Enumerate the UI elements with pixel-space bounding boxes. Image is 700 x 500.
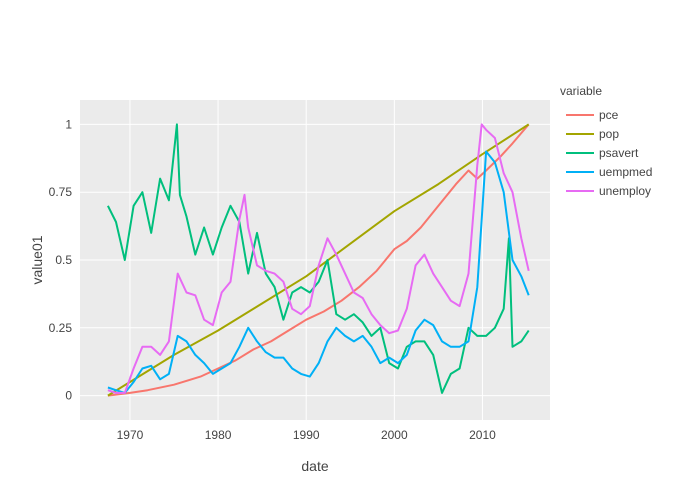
legend-label-unemploy[interactable]: unemploy: [599, 184, 651, 198]
series-line-pop: [107, 123, 530, 397]
x-tick-label: 1970: [117, 428, 144, 442]
series-line-unemploy: [107, 123, 530, 394]
legend: variable pce pop psavert uempmed unemploy: [560, 84, 652, 198]
legend-label-pce[interactable]: pce: [599, 108, 619, 122]
legend-title: variable: [560, 84, 602, 98]
y-tick-label: 1: [65, 117, 72, 131]
y-tick-label: 0: [65, 389, 72, 403]
y-tick-label: 0.25: [49, 321, 73, 335]
x-tick-label: 2000: [381, 428, 408, 442]
series-line-psavert: [107, 123, 530, 394]
y-tick-label: 0.75: [49, 185, 73, 199]
x-tick-label: 2010: [469, 428, 496, 442]
x-tick-label: 1990: [293, 428, 320, 442]
legend-label-pop[interactable]: pop: [599, 127, 619, 141]
series-line-uempmed: [107, 150, 530, 394]
x-axis-title: date: [301, 458, 328, 474]
legend-label-psavert[interactable]: psavert: [599, 146, 639, 160]
x-tick-label: 1980: [205, 428, 232, 442]
y-tick-label: 0.5: [55, 253, 72, 267]
legend-label-uempmed[interactable]: uempmed: [599, 165, 652, 179]
y-axis-title: value01: [29, 235, 45, 284]
